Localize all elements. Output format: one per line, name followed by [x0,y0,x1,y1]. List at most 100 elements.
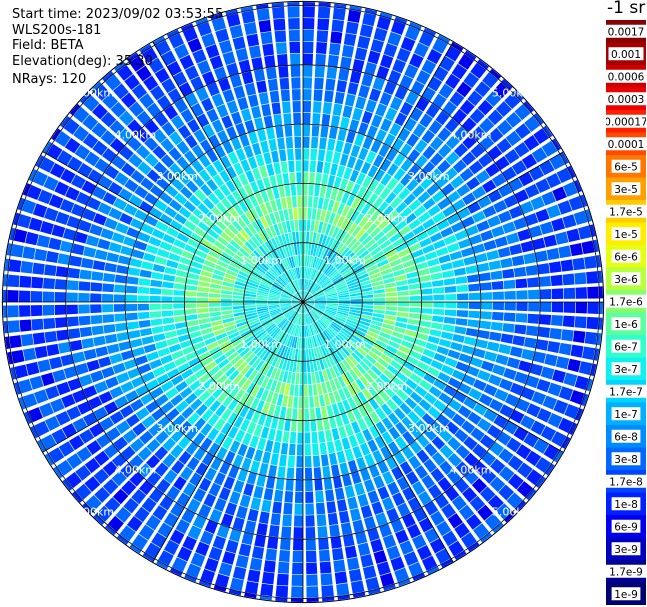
colorbar-label-bg [611,362,641,376]
range-gate-cell [342,270,354,278]
range-gate-cell [291,89,301,101]
range-gate-cell [499,404,514,418]
range-gate-cell [395,529,409,544]
range-gate-cell [78,292,90,302]
range-gate-cell [127,267,141,277]
range-gate-cell [399,101,414,116]
range-label: 4.00km [114,128,156,141]
range-gate-cell [299,304,303,313]
range-gate-cell [227,265,240,274]
range-gate-cell [176,492,191,507]
range-gate-cell [166,337,179,346]
range-gate-cell [105,74,122,91]
range-gate-cell [354,266,366,275]
range-gate-cell [321,173,329,186]
range-gate-cell [196,21,212,37]
range-gate-cell [292,539,303,551]
range-label: 2.00km [198,380,240,393]
range-gate-cell [350,298,362,302]
range-gate-cell [265,378,274,391]
range-gate-cell [109,120,125,136]
ray-8 [304,27,437,300]
range-gate-cell [60,354,74,367]
range-gate-cell [398,578,411,587]
range-gate-cell [232,36,246,50]
range-gate-cell [213,66,227,81]
range-gate-cell [255,247,266,258]
range-gate-cell [184,65,199,81]
range-gate-cell [442,100,458,116]
range-gate-cell [210,278,223,285]
colorbar-label-bg [611,182,641,196]
range-gate-cell [372,449,384,464]
range-gate-cell [444,167,458,181]
range-gate-cell [407,523,422,539]
range-gate-cell [438,338,452,348]
range-gate-cell [268,138,278,152]
range-gate-cell [354,212,365,225]
range-gate-cell [218,562,233,577]
range-gate-cell [218,487,231,501]
range-gate-cell [130,170,145,184]
range-gate-cell [260,316,272,324]
range-gate-cell [287,284,296,294]
range-gate-cell [540,366,555,380]
range-gate-cell [407,277,420,285]
colorbar-label-bg [606,384,646,398]
range-gate-cell [214,145,226,159]
range-gate-cell [467,90,483,107]
range-gate-cell [253,68,266,82]
range-gate-cell [305,313,309,325]
range-gate-cell [423,373,437,385]
range-gate-cell [314,297,326,301]
range-gate-cell [387,441,400,455]
range-gate-cell [109,137,125,153]
range-gate-cell [143,343,157,354]
range-gate-cell [303,195,308,208]
range-gate-cell [289,172,296,185]
range-gate-cell [238,200,249,213]
range-gate-cell [119,212,133,225]
ray-87 [4,302,301,349]
range-gate-cell [176,156,190,170]
range-gate-cell [403,117,417,132]
range-gate-cell [301,304,303,314]
range-gate-cell [556,167,572,184]
range-gate-cell [261,571,275,585]
range-gate-cell [59,198,75,213]
range-gate-cell [525,264,538,276]
range-gate-cell [281,305,292,311]
range-gate-cell [7,351,13,365]
range-gate-cell [303,255,305,267]
range-gate-cell [347,254,358,265]
range-gate-cell [339,153,349,167]
range-gate-cell [270,416,279,430]
range-gate-cell [137,295,149,302]
range-gate-cell [498,183,513,198]
range-gate-cell [152,366,166,378]
range-gate-cell [419,320,432,328]
range-gate-cell [300,313,303,326]
range-gate-cell [319,277,329,286]
range-gate-cell [331,226,340,239]
range-gate-cell [312,287,322,295]
range-gate-cell [295,231,300,244]
range-gate-cell [25,231,39,246]
range-gate-cell [383,583,396,591]
range-gate-cell [493,414,508,429]
range-gate-cell [305,303,314,307]
range-gate-cell [443,316,456,325]
range-gate-cell [104,262,117,273]
range-gate-cell [162,233,176,245]
range-label: 1.00km [324,338,366,351]
range-gate-cell [90,293,102,302]
range-gate-cell [309,311,316,322]
range-gate-cell [472,443,487,459]
range-gate-cell [108,242,122,253]
range-gate-cell [299,267,302,279]
ray-52 [304,304,426,581]
range-gate-cell [278,210,285,222]
range-gate-cell [487,494,504,511]
range-gate-cell [185,441,199,456]
range-gate-cell [209,508,223,523]
